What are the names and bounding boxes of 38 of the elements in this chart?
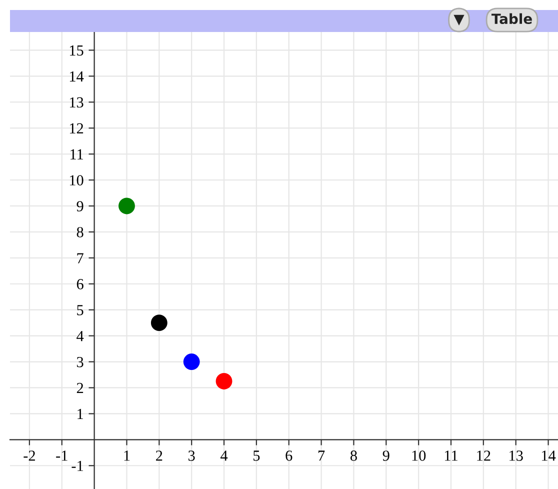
x-tick-label: 2 bbox=[156, 450, 162, 461]
x-tick-label: 1 bbox=[124, 450, 130, 461]
text: Table bbox=[491, 13, 532, 24]
point bbox=[216, 373, 232, 390]
x-tick-label: 3 bbox=[188, 450, 195, 461]
y-tick-label: 7 bbox=[77, 253, 84, 264]
x-tick-label: -2 bbox=[24, 450, 35, 461]
x-tick-label: 9 bbox=[382, 450, 390, 461]
y-tick-label: 9 bbox=[76, 201, 84, 212]
y-tick-label: 5 bbox=[77, 305, 84, 316]
x-tick-label: -1 bbox=[56, 450, 68, 461]
text: ▼ bbox=[454, 14, 464, 26]
x-tick-label: 12 bbox=[477, 450, 490, 461]
y-tick-label: 11 bbox=[70, 149, 83, 160]
y-tick-label: 12 bbox=[70, 123, 84, 134]
y-tick-label: 15 bbox=[70, 45, 84, 56]
x-tick-label: 6 bbox=[286, 450, 292, 461]
y-tick-label: -1 bbox=[72, 460, 83, 471]
y-tick-label: 8 bbox=[76, 227, 84, 238]
y-tick-label: 3 bbox=[76, 356, 84, 368]
y-tick-label: 4 bbox=[76, 331, 84, 342]
x-tick-label: 14 bbox=[542, 450, 556, 461]
y-tick-label: 10 bbox=[70, 175, 84, 186]
x-tick-label: 10 bbox=[412, 450, 426, 461]
x-tick-label: 4 bbox=[220, 450, 228, 461]
y-tick-label: 13 bbox=[70, 97, 84, 108]
point bbox=[118, 198, 135, 214]
y-tick-label: 6 bbox=[76, 279, 84, 290]
x-tick-label: 11 bbox=[444, 450, 458, 461]
y-tick-label: 1 bbox=[78, 408, 83, 419]
point bbox=[183, 354, 200, 370]
point bbox=[150, 314, 168, 332]
x-tick-label: 8 bbox=[350, 450, 357, 461]
x-tick-label: 5 bbox=[254, 450, 260, 461]
y-tick-label: 2 bbox=[76, 382, 84, 394]
x-tick-label: 13 bbox=[510, 450, 523, 461]
y-tick-label: 14 bbox=[70, 71, 84, 82]
x-tick-label: 7 bbox=[318, 450, 325, 461]
